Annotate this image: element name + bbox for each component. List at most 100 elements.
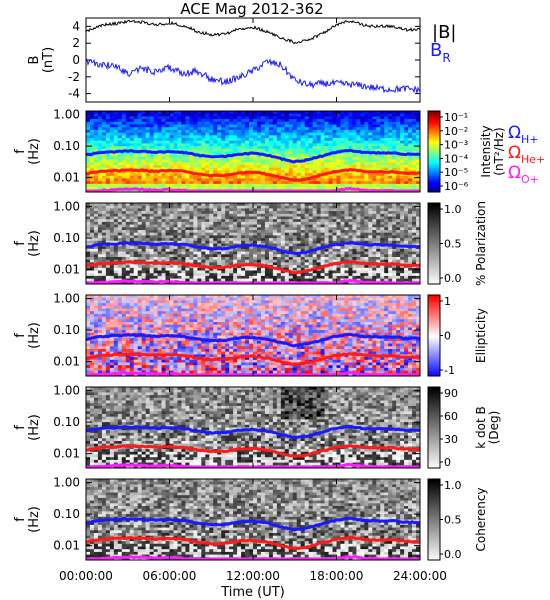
polarization-cell: [380, 275, 385, 279]
polarization-cell: [86, 254, 91, 258]
polarization-cell: [149, 216, 154, 220]
polarization-cell: [157, 221, 162, 225]
polarization-cell: [336, 248, 341, 252]
polarization-cell: [97, 216, 103, 220]
polarization-cell: [121, 246, 127, 250]
intensity-cell: [86, 148, 91, 152]
polarization-cell: [276, 203, 282, 207]
polarization-cell: [388, 232, 393, 236]
polarization-cell: [344, 267, 349, 271]
intensity-cell: [404, 124, 409, 128]
polarization-cell: [308, 254, 314, 258]
intensity-cell: [245, 111, 250, 115]
intensity-cell: [348, 119, 353, 123]
polarization-cell: [256, 270, 262, 274]
intensity-cell: [352, 156, 357, 160]
polarization-cell: [324, 275, 329, 279]
intensity-cell: [288, 165, 294, 169]
polarization-cell: [260, 232, 266, 236]
intensity-cell: [213, 151, 218, 155]
polarization-cell: [237, 221, 242, 225]
intensity-cell: [340, 135, 345, 139]
intensity-cell: [416, 154, 421, 158]
intensity-cell: [364, 159, 369, 163]
polarization-cell: [280, 270, 286, 274]
polarization-cell: [312, 246, 318, 250]
intensity-cell: [376, 154, 381, 158]
polarization-cell: [237, 224, 242, 228]
intensity-cell: [125, 181, 131, 185]
intensity-cell: [380, 186, 385, 190]
polarization-cell: [125, 219, 131, 223]
polarization-cell: [280, 273, 286, 277]
intensity-cell: [396, 167, 401, 171]
polarization-cell: [340, 257, 345, 261]
intensity-cell: [233, 121, 238, 125]
polarization-cell: [380, 259, 385, 263]
intensity-cell: [161, 121, 166, 125]
polarization-cell: [360, 211, 365, 215]
polarization-cell: [416, 211, 421, 215]
polarization-cell: [352, 211, 357, 215]
polarization-cell: [344, 230, 349, 234]
polarization-cell: [312, 251, 318, 255]
intensity-cell: [197, 167, 202, 171]
polarization-cell: [157, 211, 162, 215]
polarization-cell: [400, 265, 405, 269]
intensity-cell: [408, 156, 413, 160]
polarization-cell: [408, 213, 413, 217]
intensity-cell: [205, 183, 210, 187]
intensity-cell: [209, 116, 214, 120]
intensity-cell: [360, 154, 365, 158]
intensity-cell: [328, 159, 333, 163]
polarization-cell: [101, 257, 107, 261]
intensity-cell: [105, 154, 111, 158]
polarization-cell: [280, 254, 286, 258]
intensity-cell: [93, 167, 99, 171]
polarization-cell: [388, 235, 393, 239]
intensity-cell: [340, 143, 345, 147]
intensity-cell: [316, 146, 321, 150]
intensity-cell: [109, 138, 115, 142]
polarization-cell: [316, 230, 321, 234]
intensity-cell: [328, 178, 333, 182]
polarization-cell: [352, 221, 357, 225]
intensity-cell: [113, 178, 119, 182]
intensity-cell: [125, 183, 131, 187]
polarization-cell: [320, 243, 325, 247]
intensity-cell: [185, 138, 190, 142]
intensity-cell: [201, 186, 206, 190]
polarization-cell: [129, 248, 135, 252]
intensity-cell: [284, 156, 290, 160]
intensity-cell: [376, 121, 381, 125]
intensity-cell: [304, 173, 310, 177]
intensity-cell: [280, 146, 286, 150]
intensity-cell: [153, 140, 158, 144]
polarization-cell: [129, 238, 135, 242]
intensity-cell: [165, 132, 170, 136]
polarization-cell: [201, 203, 206, 207]
intensity-cell: [360, 186, 365, 190]
intensity-cell: [396, 178, 401, 182]
polarization-cell: [344, 273, 349, 277]
intensity-cell: [213, 124, 218, 128]
polarization-cell: [153, 273, 158, 277]
polarization-cell: [284, 254, 290, 258]
polarization-cell: [185, 240, 190, 244]
intensity-cell: [348, 170, 353, 174]
polarization-cell: [292, 203, 298, 207]
intensity-cell: [197, 170, 202, 174]
intensity-cell: [280, 116, 286, 120]
intensity-cell: [181, 132, 186, 136]
intensity-cell: [121, 121, 127, 125]
polarization-cell: [185, 211, 190, 215]
polarization-cell: [185, 246, 190, 250]
polarization-cell: [105, 232, 111, 236]
intensity-cell: [217, 138, 222, 142]
polarization-cell: [225, 259, 230, 263]
polarization-cell: [316, 203, 321, 207]
intensity-cell: [404, 143, 409, 147]
polarization-cell: [404, 262, 409, 266]
polarization-cell: [396, 211, 401, 215]
polarization-cell: [97, 221, 103, 225]
